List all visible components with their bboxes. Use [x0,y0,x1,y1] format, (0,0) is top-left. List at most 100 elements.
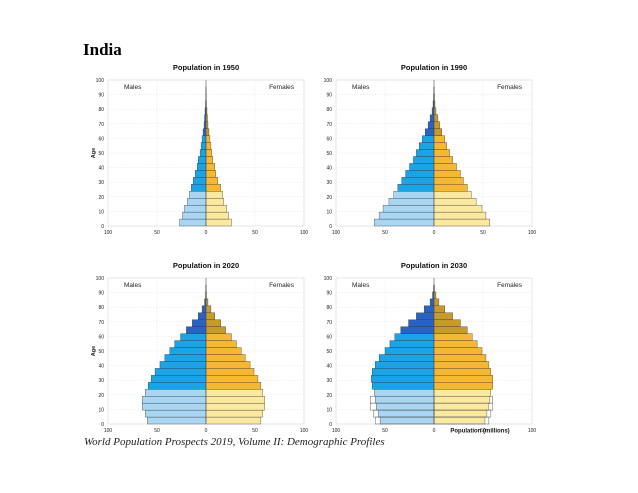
female-bar-5-9 [205,409,264,418]
female-bar-60-64 [205,333,232,341]
source-caption: World Population Prospects 2019, Volume … [84,436,385,448]
male-bar-50-54 [199,149,207,157]
x-tick-label: 50 [252,428,258,434]
female-bar-60-64 [205,135,211,143]
female-bar-10-14 [205,402,265,411]
female-bar-0-4 [205,416,262,425]
y-tick-label: 70 [98,320,104,326]
chart-title: Population in 2020 [173,261,239,270]
y-tick-label: 50 [326,151,332,157]
y-tick-label: 80 [326,107,332,113]
y-tick-label: 0 [329,422,332,428]
male-bar-25-29 [191,184,207,192]
female-bar-20-24 [205,191,223,199]
y-tick-label: 0 [101,224,104,230]
male-bar-55-59 [174,340,207,348]
female-bar-30-34 [433,375,493,383]
pyramid-chart-1950: 0 10 20 30 40 50 60 70 80 90 100 100 50 0 50 100 Populat… [91,63,309,236]
male-bar-40-44 [375,361,435,369]
female-bar-35-39 [433,170,461,178]
male-bar-45-49 [197,156,207,164]
male-bar-35-39 [154,368,207,376]
male-bar-5-9 [182,211,207,220]
male-bar-60-64 [394,333,435,341]
y-tick-label: 100 [324,276,333,282]
female-bar-0-4 [433,416,486,425]
females-label: Females [497,84,523,91]
y-tick-label: 80 [98,305,104,311]
y-tick-label: 90 [98,93,104,99]
y-tick-label: 50 [326,349,332,355]
male-bar-20-24 [189,191,207,199]
y-tick-label: 30 [326,378,332,384]
female-bar-25-29 [433,184,468,192]
female-bar-40-44 [205,361,251,369]
y-tick-label: 60 [326,136,332,142]
female-bar-35-39 [205,170,216,178]
male-bar-80-84 [201,305,207,313]
females-label: Females [269,84,295,91]
male-bar-60-64 [201,135,207,143]
male-bar-0-4 [147,416,207,425]
male-bar-75-79 [416,312,435,320]
females-label: Females [269,282,295,289]
male-bar-40-44 [197,163,207,171]
y-tick-label: 10 [98,209,104,215]
male-bar-65-69 [202,128,207,136]
y-tick-label: 10 [98,407,104,413]
pyramid-panel-1990: 0 10 20 30 40 50 60 70 80 90 100 100 50 0 50 100 Populat… [318,58,558,236]
x-tick-label: 0 [433,428,436,434]
female-bar-55-59 [205,142,212,150]
male-bar-35-39 [195,170,207,178]
males-label: Males [124,84,142,91]
female-bar-65-69 [205,326,226,334]
male-bar-60-64 [180,333,207,341]
female-bar-80-84 [433,305,445,313]
female-bar-40-44 [205,163,215,171]
x-tick-label: 50 [252,230,258,236]
male-bar-70-74 [192,319,207,327]
y-tick-label: 40 [98,166,104,172]
male-bar-50-54 [416,149,435,157]
male-bar-10-14 [376,402,435,411]
female-bar-35-39 [205,368,255,376]
y-tick-label: 30 [326,180,332,186]
y-tick-label: 100 [96,78,105,84]
female-bar-75-79 [205,312,215,320]
female-bar-5-9 [205,211,229,220]
male-bar-70-74 [408,319,435,327]
male-bar-25-29 [148,382,207,390]
female-bar-10-14 [205,204,227,213]
y-tick-label: 40 [326,166,332,172]
female-bar-25-29 [205,382,262,390]
female-bar-20-24 [433,191,472,199]
pyramid-chart-2030: 0 10 20 30 40 50 60 70 80 90 100 100 50 0 50 100 Populat… [324,261,537,434]
female-bar-60-64 [433,333,473,341]
y-tick-label: 30 [98,378,104,384]
male-bar-65-69 [425,128,435,136]
female-bar-50-54 [433,347,483,355]
male-bar-55-59 [200,142,207,150]
male-bar-80-84 [424,305,435,313]
male-bar-15-19 [388,198,435,206]
male-bar-30-34 [150,375,207,383]
x-tick-label: 50 [480,428,486,434]
female-bar-30-34 [433,177,464,185]
y-tick-label: 70 [98,122,104,128]
y-tick-label: 20 [98,195,104,201]
male-bar-5-9 [145,409,207,418]
male-bar-15-19 [187,198,207,206]
y-tick-label: 100 [324,78,333,84]
male-bar-20-24 [374,389,435,397]
x-tick-label: 100 [300,230,309,236]
male-bar-65-69 [400,326,435,334]
male-bar-10-14 [184,204,207,213]
x-tick-label: 100 [104,230,113,236]
female-bar-60-64 [433,135,445,143]
female-bar-15-19 [205,396,265,404]
female-bar-45-49 [433,354,487,362]
male-bar-45-49 [413,156,435,164]
y-tick-label: 30 [98,180,104,186]
female-bar-0-4 [433,218,491,227]
female-bar-20-24 [205,389,264,397]
